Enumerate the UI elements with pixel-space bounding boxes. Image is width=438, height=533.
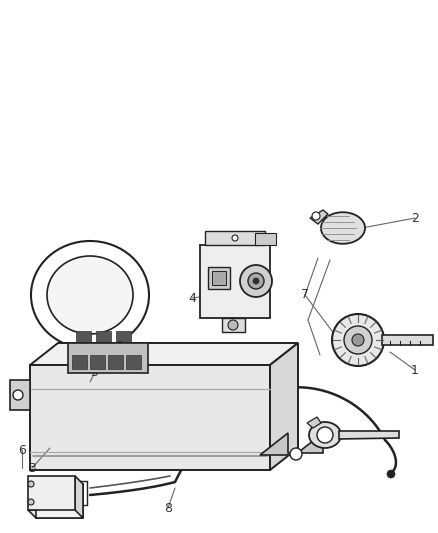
Ellipse shape: [47, 256, 133, 334]
Polygon shape: [255, 233, 276, 245]
Text: 7: 7: [301, 288, 309, 302]
Bar: [28, 476, 75, 510]
Bar: [108, 355, 123, 369]
Circle shape: [232, 235, 238, 241]
Text: 1: 1: [411, 364, 419, 376]
Text: 3: 3: [28, 462, 36, 474]
Bar: [76, 331, 91, 341]
Polygon shape: [307, 417, 321, 428]
Bar: [200, 245, 270, 318]
Bar: [208, 267, 230, 289]
Circle shape: [312, 212, 320, 220]
Polygon shape: [28, 510, 83, 518]
Circle shape: [253, 278, 259, 284]
Circle shape: [28, 499, 34, 505]
Text: 4: 4: [188, 292, 196, 304]
Bar: [126, 355, 141, 369]
Polygon shape: [10, 380, 30, 410]
Circle shape: [28, 481, 34, 487]
Bar: [212, 271, 226, 285]
Polygon shape: [339, 431, 399, 439]
Polygon shape: [310, 210, 328, 224]
Ellipse shape: [31, 241, 149, 349]
Circle shape: [317, 427, 333, 443]
Polygon shape: [30, 343, 298, 365]
Polygon shape: [205, 231, 265, 245]
Bar: [90, 355, 105, 369]
Circle shape: [352, 334, 364, 346]
Ellipse shape: [332, 314, 384, 366]
Circle shape: [290, 448, 302, 460]
Circle shape: [387, 470, 395, 478]
Polygon shape: [270, 343, 298, 470]
Polygon shape: [321, 212, 365, 244]
Polygon shape: [68, 343, 148, 373]
Polygon shape: [382, 335, 433, 345]
Polygon shape: [260, 433, 323, 455]
Text: 5: 5: [91, 366, 99, 378]
Polygon shape: [75, 476, 83, 518]
Circle shape: [240, 265, 272, 297]
Ellipse shape: [309, 422, 341, 448]
Text: 6: 6: [18, 443, 26, 456]
Bar: [96, 331, 111, 341]
Polygon shape: [36, 484, 83, 518]
Text: 8: 8: [164, 502, 172, 514]
Polygon shape: [222, 318, 245, 332]
Polygon shape: [30, 365, 270, 470]
Circle shape: [344, 326, 372, 354]
Circle shape: [248, 273, 264, 289]
Circle shape: [228, 320, 238, 330]
Circle shape: [13, 390, 23, 400]
Bar: [72, 355, 87, 369]
Bar: [116, 331, 131, 341]
Text: 2: 2: [411, 212, 419, 224]
